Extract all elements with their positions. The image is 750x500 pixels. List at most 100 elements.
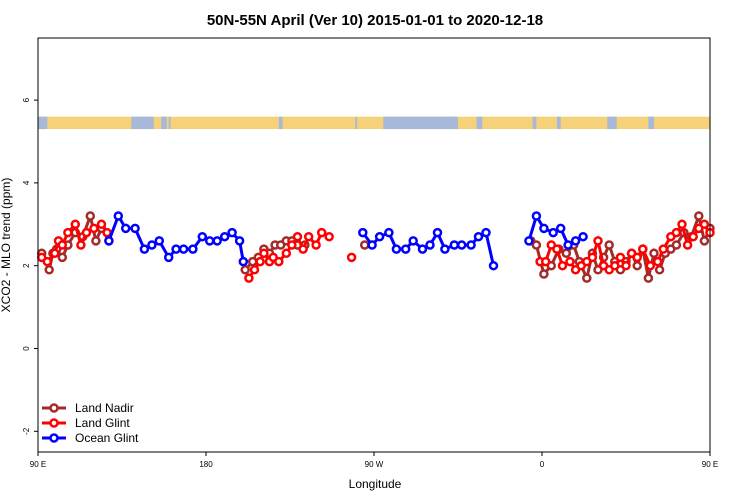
data-point-ocean-glint <box>473 231 484 242</box>
ocean-band-segment <box>383 116 458 130</box>
data-point-ocean-glint <box>548 227 558 238</box>
legend-item-ocean-glint: Ocean Glint <box>42 431 139 445</box>
data-point-land-nadir <box>359 240 370 250</box>
data-point-land-glint <box>671 227 682 238</box>
data-point-ocean-glint <box>197 231 208 242</box>
ocean-band-segment <box>168 116 171 130</box>
data-point-land-glint <box>259 248 269 259</box>
data-point-land-nadir <box>91 236 101 246</box>
ocean-band-segment <box>476 116 483 130</box>
data-point-ocean-glint <box>555 223 566 234</box>
data-point-land-nadir <box>57 252 68 263</box>
data-point-land-nadir <box>694 211 704 221</box>
data-point-land-nadir <box>649 248 659 259</box>
data-point-land-glint <box>311 240 321 250</box>
ocean-band-segment <box>278 116 283 130</box>
data-point-land-nadir <box>539 269 549 279</box>
data-point-land-glint <box>565 256 575 267</box>
data-point-ocean-glint <box>113 211 124 221</box>
data-point-land-nadir <box>699 236 710 246</box>
data-point-land-nadir <box>561 248 572 259</box>
data-point-ocean-glint <box>408 236 418 246</box>
data-point-land-glint <box>281 248 292 259</box>
x-tick-label: 90 W <box>365 460 384 469</box>
ocean-band-segment <box>161 116 167 130</box>
data-point-land-glint <box>587 252 598 263</box>
ocean-band-segment <box>448 116 451 130</box>
x-tick-label: 90 E <box>702 460 718 469</box>
series-land-glint <box>36 219 715 283</box>
y-tick-label: 2 <box>22 263 31 268</box>
y-tick-label: -2 <box>22 427 31 435</box>
land-ocean-band <box>38 116 710 130</box>
data-point-ocean-glint <box>227 227 237 238</box>
land-band <box>38 116 710 130</box>
data-point-land-glint <box>298 244 308 254</box>
data-point-ocean-glint <box>466 240 476 250</box>
data-point-ocean-glint <box>374 231 385 242</box>
data-point-land-glint <box>63 227 73 238</box>
data-point-land-glint <box>682 240 693 250</box>
data-point-land-glint <box>610 260 620 271</box>
data-point-ocean-glint <box>178 244 189 254</box>
data-point-ocean-glint <box>417 244 428 254</box>
data-point-ocean-glint <box>440 244 450 254</box>
data-point-ocean-glint <box>238 256 249 267</box>
data-point-land-glint <box>615 252 626 263</box>
ocean-band-segment <box>355 116 358 130</box>
series-layer <box>36 210 715 283</box>
ocean-band-segment <box>38 116 48 130</box>
data-point-land-glint <box>57 240 68 250</box>
data-point-ocean-glint <box>204 236 215 246</box>
data-point-land-glint <box>658 244 669 254</box>
data-point-land-glint <box>346 252 357 263</box>
data-point-land-glint <box>316 227 327 238</box>
data-point-ocean-glint <box>104 236 114 246</box>
x-tick-label: 180 <box>199 460 213 469</box>
data-point-ocean-glint <box>219 231 230 242</box>
data-point-land-nadir <box>643 273 654 283</box>
data-point-land-glint <box>89 223 99 234</box>
data-point-land-nadir <box>582 273 592 283</box>
ocean-band-segment <box>131 116 154 130</box>
data-point-land-glint <box>688 231 698 242</box>
data-point-land-nadir <box>85 211 96 221</box>
data-point-land-glint <box>621 260 631 271</box>
legend-marker <box>49 418 59 428</box>
data-point-ocean-glint <box>563 240 573 250</box>
data-point-land-glint <box>632 252 642 263</box>
y-tick-label: 6 <box>22 97 31 102</box>
data-point-land-glint <box>76 240 86 250</box>
data-point-ocean-glint <box>570 236 581 246</box>
y-tick-label: 4 <box>22 180 31 185</box>
data-point-land-glint <box>552 244 562 254</box>
data-point-ocean-glint <box>139 244 150 254</box>
data-point-land-nadir <box>632 260 642 271</box>
data-point-land-glint <box>274 256 284 267</box>
data-point-ocean-glint <box>524 236 534 246</box>
data-point-ocean-glint <box>234 236 245 246</box>
legend-label: Ocean Glint <box>75 431 139 445</box>
data-point-land-glint <box>593 236 603 246</box>
data-point-land-glint <box>81 227 92 238</box>
data-point-ocean-glint <box>163 252 174 263</box>
data-point-land-glint <box>255 256 265 267</box>
data-point-land-glint <box>42 256 53 267</box>
data-point-ocean-glint <box>384 227 394 238</box>
data-point-ocean-glint <box>154 236 165 246</box>
data-point-land-nadir <box>671 240 682 250</box>
data-point-ocean-glint <box>481 227 491 238</box>
data-point-ocean-glint <box>147 240 157 250</box>
data-point-land-glint <box>249 265 260 275</box>
data-point-ocean-glint <box>391 244 402 254</box>
data-point-land-glint <box>70 219 81 230</box>
data-point-land-glint <box>96 219 107 230</box>
data-point-ocean-glint <box>188 244 198 254</box>
data-point-land-nadir <box>240 265 250 275</box>
ocean-band-segment <box>532 116 537 130</box>
data-point-ocean-glint <box>531 211 542 221</box>
data-point-ocean-glint <box>212 236 222 246</box>
data-point-ocean-glint <box>130 223 140 234</box>
